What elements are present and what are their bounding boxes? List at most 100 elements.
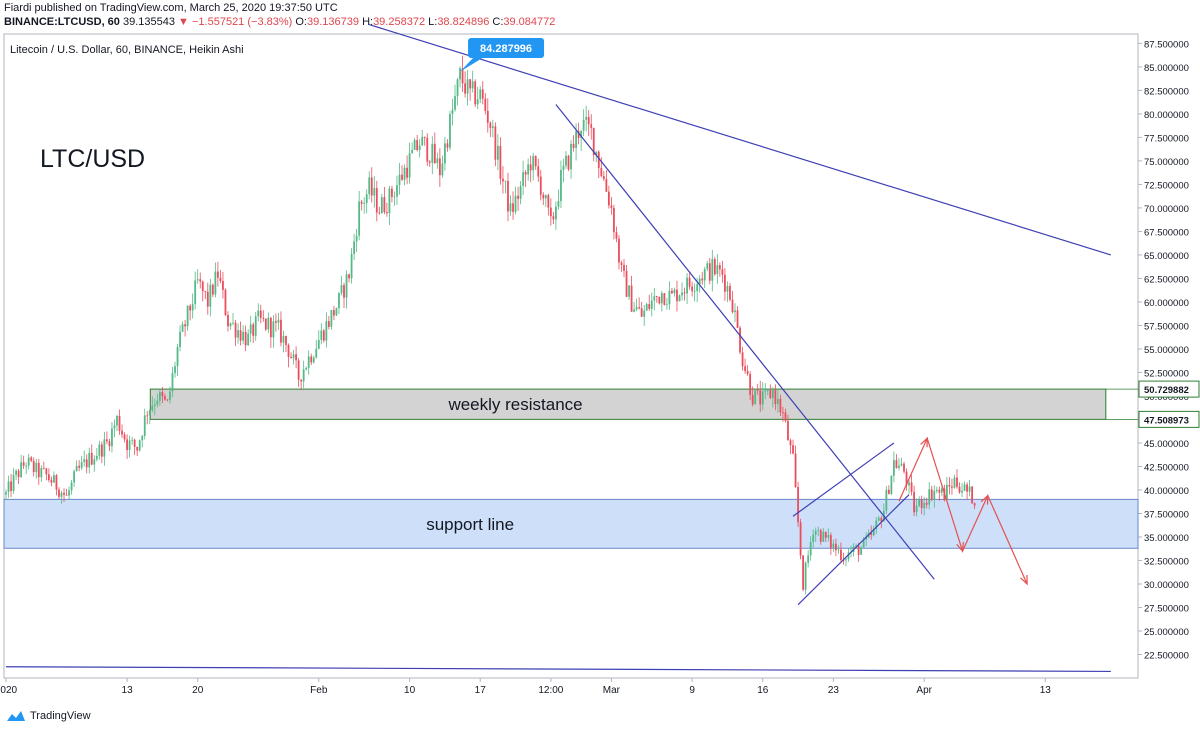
candle-body (199, 279, 202, 282)
candle-body (428, 161, 431, 163)
candle-body (910, 482, 913, 492)
candle-body (113, 425, 116, 429)
candle-body (701, 278, 704, 281)
resistance-bottom-badge (1138, 410, 1200, 428)
candle-body (718, 265, 721, 270)
candle-body (151, 405, 154, 411)
price-chart[interactable]: 22.500000 25.000000 27.500000 30.000000 32.5… (0, 0, 1200, 705)
candle-body (454, 96, 456, 110)
candle-body (47, 474, 50, 480)
candle-body (315, 348, 318, 358)
candle-body (835, 543, 837, 551)
publisher-line: Fiardi published on TradingView.com, Mar… (4, 2, 338, 14)
candle-body (15, 470, 17, 475)
candle-body (502, 178, 504, 182)
candle-body (648, 304, 651, 309)
candle-body (481, 89, 484, 99)
candle-body (610, 205, 613, 208)
y-tick-label: 80.000000 (1144, 110, 1189, 121)
candle-body (534, 156, 537, 167)
candle-body (784, 412, 787, 421)
y-tick-label: 87.500000 (1144, 39, 1189, 50)
candle-body (903, 463, 905, 472)
y-tick-label: 55.000000 (1144, 345, 1189, 356)
candle-body (111, 428, 113, 447)
candle-body (620, 262, 623, 265)
candle-body (438, 158, 441, 176)
candle-body (860, 547, 863, 555)
candle-body (744, 366, 746, 372)
candle-body (403, 167, 406, 180)
y-tick-label: 27.500000 (1144, 603, 1189, 614)
y-tick-label: 45.000000 (1144, 439, 1189, 450)
candle-body (890, 475, 893, 494)
high-badge-value: 84.287996 (480, 43, 532, 55)
candle-body (602, 176, 605, 180)
candle-body (489, 122, 492, 128)
candle-body (5, 492, 7, 495)
candle-body (95, 455, 98, 460)
y-tick-label: 35.000000 (1144, 533, 1189, 544)
candle-body (398, 174, 401, 186)
candle-body (663, 293, 666, 305)
candle-body (300, 379, 303, 382)
candle-body (963, 484, 966, 491)
candle-body (575, 131, 577, 148)
candle-body (476, 99, 479, 105)
candle-body (305, 367, 308, 370)
candle-body (940, 488, 943, 493)
candle-body (494, 126, 497, 160)
candle-body (373, 188, 376, 196)
candle-body (832, 543, 835, 549)
candle-body (764, 390, 767, 392)
candle-body (968, 486, 971, 492)
branding-name: TradingView (30, 710, 91, 722)
candle-body (615, 232, 618, 239)
candle-body (570, 143, 572, 170)
y-tick-label: 67.500000 (1144, 227, 1189, 238)
candle-body (12, 474, 15, 491)
candle-body (360, 201, 363, 204)
candle-body (388, 188, 391, 214)
candle-body (726, 286, 729, 292)
candle-body (50, 479, 53, 483)
candle-body (416, 140, 419, 151)
candle-body (590, 124, 593, 128)
trendline (5, 666, 1111, 673)
candle-body (547, 195, 550, 208)
candle-body (201, 281, 204, 292)
candle-body (171, 373, 174, 392)
candle-body (766, 390, 769, 392)
x-tick-label: Mar (603, 685, 621, 696)
candle-body (486, 110, 489, 123)
candle-body (78, 465, 81, 468)
candles (5, 55, 976, 595)
candle-body (164, 396, 166, 400)
candle-body (885, 489, 888, 511)
projection-arrowhead (1020, 574, 1028, 586)
candle-body (776, 398, 779, 405)
candle-body (930, 489, 933, 500)
candle-body (905, 471, 908, 486)
candle-body (322, 330, 325, 341)
y-tick-label: 65.000000 (1144, 251, 1189, 262)
candle-body (600, 167, 603, 177)
candle-body (951, 486, 953, 488)
candle-body (411, 149, 414, 154)
candle-body (229, 323, 232, 327)
candle-body (131, 439, 134, 441)
resistance-top-badge (1138, 380, 1200, 398)
candle-body (108, 441, 111, 447)
candle-body (214, 271, 217, 295)
candle-body (779, 398, 782, 413)
candle-body (746, 371, 749, 374)
candle-body (872, 528, 875, 536)
candle-body (915, 505, 918, 513)
tradingview-branding[interactable]: TradingView (6, 709, 91, 723)
candle-body (643, 310, 646, 317)
candle-body (53, 475, 55, 483)
candle-body (875, 520, 878, 529)
candle-body (721, 269, 724, 275)
candle-body (544, 195, 547, 199)
y-tick-label: 62.500000 (1144, 274, 1189, 285)
